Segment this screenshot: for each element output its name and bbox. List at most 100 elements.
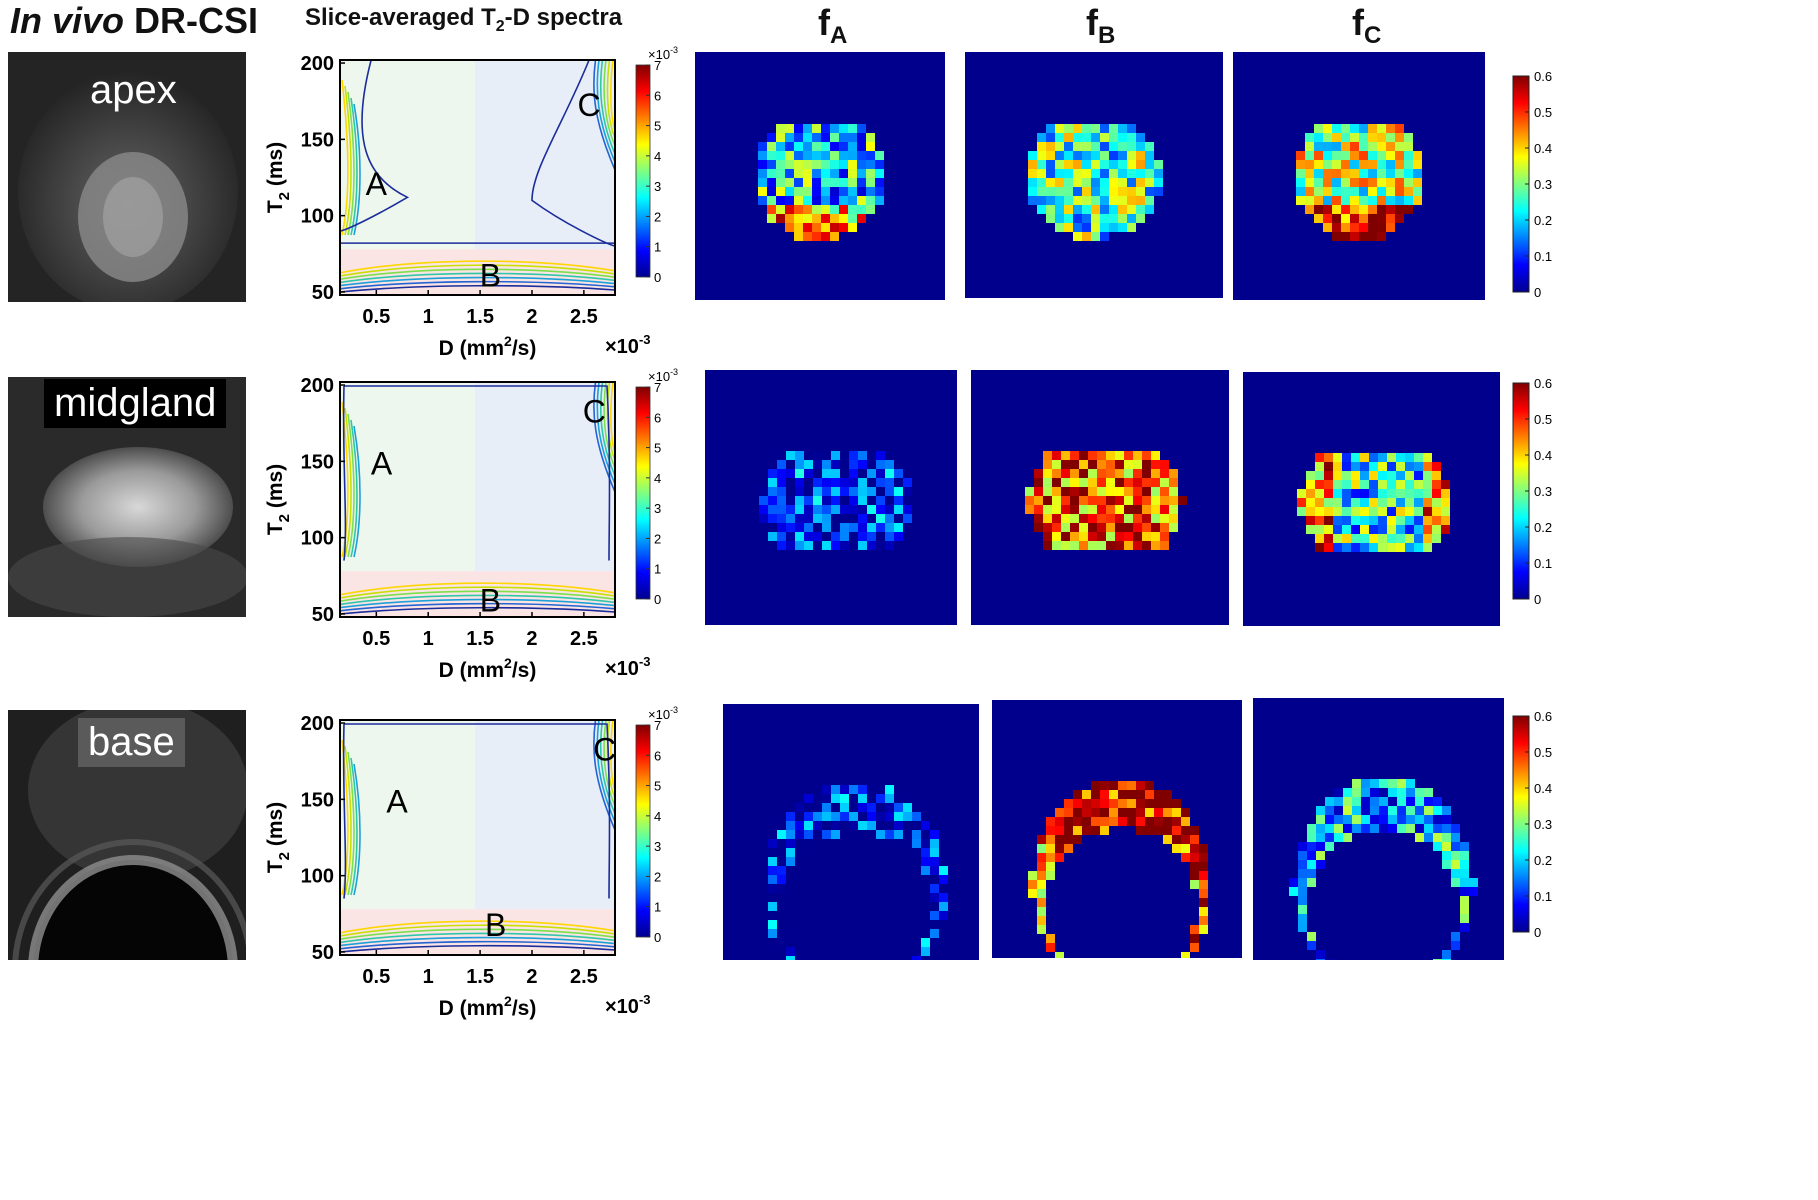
- contour-line: [339, 940, 616, 950]
- spectra-colorbar-label: 2: [654, 869, 661, 884]
- contour-line: [339, 924, 616, 937]
- map-colorbar-label: 0.2: [1534, 853, 1552, 868]
- mri-base-label: base: [78, 718, 185, 767]
- spectra-colorbar-label: 4: [654, 809, 661, 824]
- y-tick-label: 100: [301, 528, 334, 550]
- region-label-a: A: [371, 445, 393, 481]
- y-axis-label: T2 (ms): [264, 802, 293, 873]
- x-axis-label: D (mm2/s): [439, 993, 537, 1020]
- spectra-colorbar-label: 5: [654, 779, 661, 794]
- contour-line: [339, 276, 616, 287]
- contour-line: [341, 79, 349, 236]
- x-tick-label: 2: [526, 628, 537, 650]
- spectra-colorbar-label: 7: [654, 58, 661, 73]
- y-tick-label: 150: [301, 451, 334, 473]
- map-header-fc-base: f: [1352, 2, 1364, 43]
- map-colorbar-label: 0.3: [1534, 817, 1552, 832]
- y-tick-label: 150: [301, 129, 334, 151]
- map-fa-apex: [695, 52, 945, 300]
- x-tick-label: 1.5: [466, 628, 494, 650]
- plot-frame: [339, 59, 616, 296]
- x-tick-label: 0.5: [362, 966, 390, 988]
- y-tick-label: 150: [301, 789, 334, 811]
- x-tick-label: 1: [423, 966, 434, 988]
- map-colorbar-label: 0: [1534, 592, 1541, 607]
- contour-line: [603, 59, 616, 147]
- spectra-colorbar-label: 7: [654, 718, 661, 733]
- map-colorbar-midgland: 0.6 0.5 0.4 0.3 0.2 0.1 0: [1512, 376, 1552, 607]
- contour-line: [339, 606, 616, 615]
- contour-line: [603, 719, 616, 807]
- spectra-colorbar-label: 5: [654, 119, 661, 134]
- y-tick-label: 50: [312, 604, 334, 626]
- mri-midgland-label: midgland: [44, 379, 227, 428]
- x-tick-label: 2.5: [570, 628, 598, 650]
- y-tick-label: 200: [301, 53, 334, 75]
- x-tick-label: 2.5: [570, 306, 598, 328]
- spectra-colorbar-label: 4: [654, 149, 661, 164]
- spectra-colorbar-label: 3: [654, 501, 661, 516]
- contour-line: [344, 745, 352, 896]
- contour-line: [339, 280, 616, 290]
- map-colorbar-label: 0.5: [1534, 412, 1552, 427]
- spectra-colorbar-label: 6: [654, 88, 661, 103]
- contour-line: [347, 91, 355, 236]
- spectra-colorbar: [635, 724, 651, 938]
- spectra-colorbar-multiplier: ×10-3: [648, 705, 678, 722]
- spectra-colorbar-label: 5: [654, 441, 661, 456]
- map-colorbar-label: 0: [1534, 925, 1541, 940]
- contour-line: [339, 268, 616, 280]
- region-c-fill: [474, 720, 615, 910]
- map-fc-midgland: [1243, 372, 1500, 626]
- x-axis-multiplier: ×10-3: [605, 654, 651, 680]
- contour-line: [603, 381, 616, 469]
- map-colorbar-label: 0.5: [1534, 105, 1552, 120]
- map-header-fb-sub: B: [1098, 22, 1116, 50]
- spectra-colorbar-label: 2: [654, 209, 661, 224]
- map-colorbar-label: 0.4: [1534, 141, 1552, 156]
- region-label-c: C: [578, 87, 601, 123]
- contour-line: [344, 85, 352, 236]
- map-header-fb-base: f: [1086, 2, 1098, 43]
- map-colorbar-label: 0.3: [1534, 484, 1552, 499]
- figure-title: In vivo DR-CSI: [10, 0, 258, 42]
- contour-line: [596, 59, 616, 163]
- contour-line: [339, 264, 616, 277]
- map-pixels: [759, 451, 912, 550]
- map-fb-apex: [965, 52, 1223, 298]
- contour-line: [606, 59, 616, 139]
- contour-line: [350, 419, 358, 558]
- region-a-fill: [340, 60, 475, 250]
- contour-line: [339, 920, 616, 934]
- contour-line: [347, 413, 355, 558]
- spectra-colorbar-label: 0: [654, 592, 661, 607]
- map-colorbar-base: 0.6 0.5 0.4 0.3 0.2 0.1 0: [1512, 709, 1552, 940]
- x-axis-label: D (mm2/s): [439, 333, 537, 360]
- contour-line: [353, 763, 361, 896]
- plot-frame: [339, 381, 616, 618]
- spectra-colorbar: [635, 386, 651, 600]
- spectra-colorbar-label: 2: [654, 531, 661, 546]
- map-header-fc-sub: C: [1364, 22, 1382, 50]
- x-tick-label: 1.5: [466, 966, 494, 988]
- map-colorbar-label: 0: [1534, 285, 1541, 300]
- contour-line: [347, 751, 355, 896]
- map-pixels: [1025, 451, 1187, 550]
- region-label-b: B: [480, 583, 501, 619]
- map-colorbar-label: 0.6: [1534, 69, 1552, 84]
- contour-line: [339, 936, 616, 947]
- spectra-colorbar: [635, 64, 651, 278]
- contour-line: [599, 59, 616, 155]
- map-colorbar-label: 0.4: [1534, 781, 1552, 796]
- map-fb-midgland: [971, 370, 1229, 625]
- map-header-fa-base: f: [818, 2, 830, 43]
- contour-line: [339, 260, 616, 274]
- contour-line: [342, 385, 347, 561]
- region-label-c: C: [583, 394, 606, 430]
- y-axis-label: T2 (ms): [264, 464, 293, 535]
- map-colorbar-label: 0.3: [1534, 177, 1552, 192]
- map-colorbar-label: 0.6: [1534, 376, 1552, 391]
- contour-line: [339, 590, 616, 602]
- mri-midgland: midgland: [8, 377, 246, 617]
